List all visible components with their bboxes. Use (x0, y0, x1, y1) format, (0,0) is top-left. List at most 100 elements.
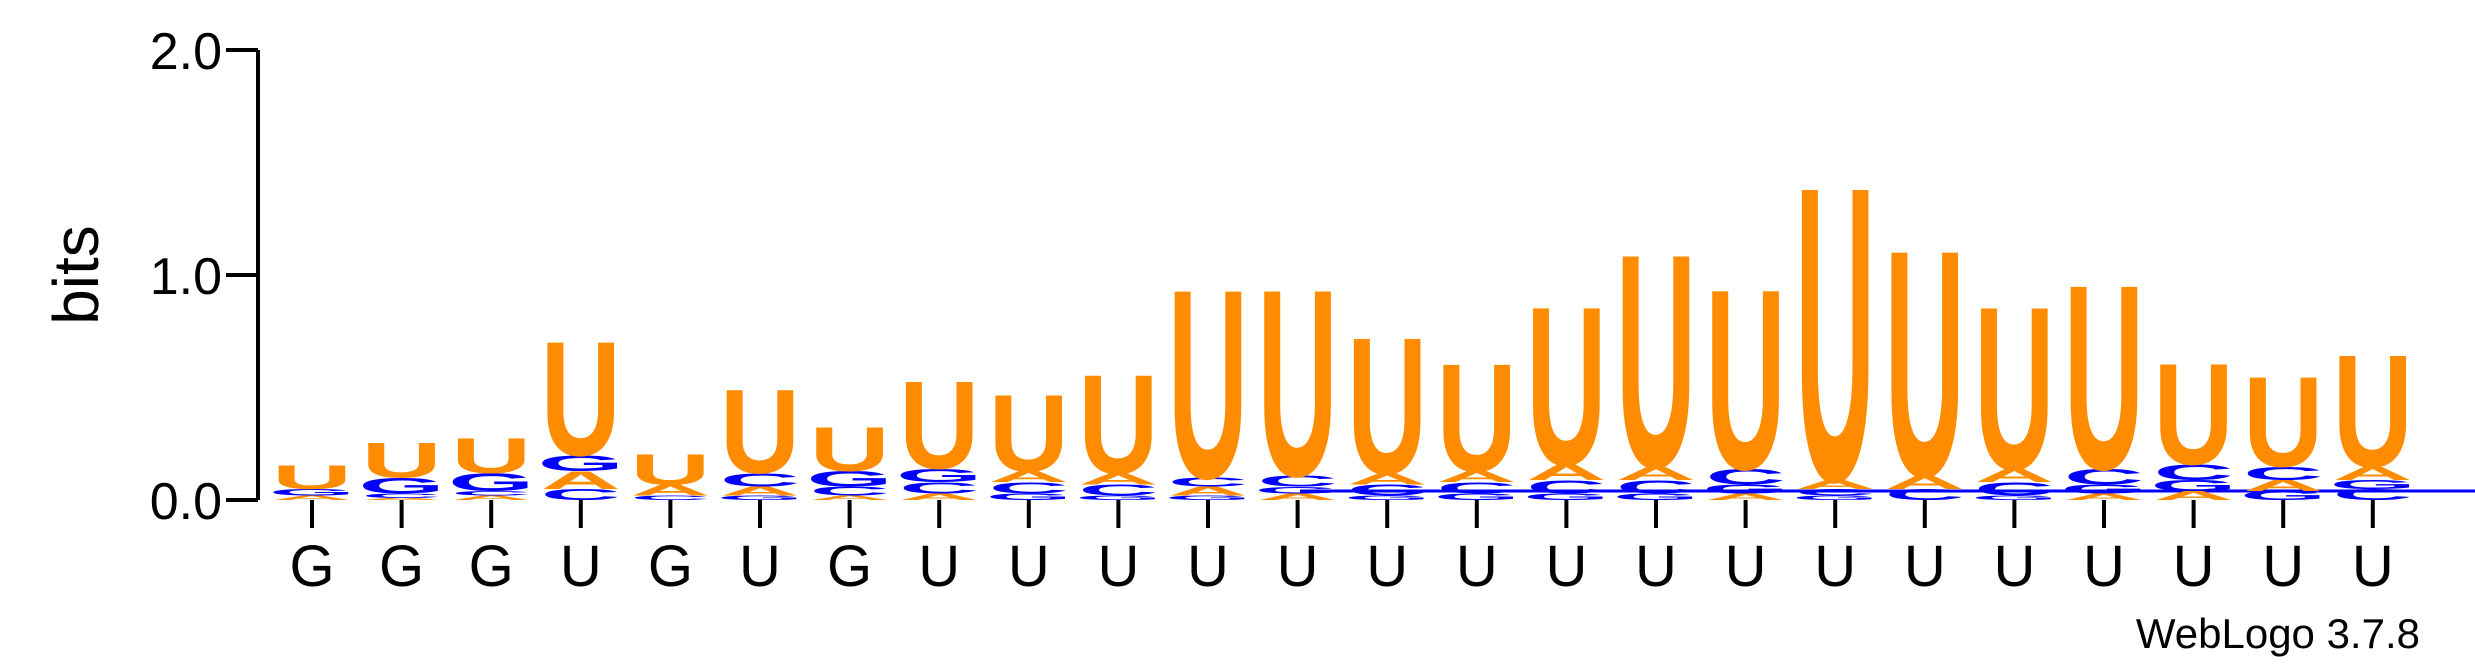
glyph-C-pos15-2: C (1526, 476, 1606, 497)
glyph-G-pos15-1: G (1523, 491, 1609, 502)
glyph-G-pos18-1: G (1792, 494, 1878, 501)
glyph-C-pos10-2: C (1078, 481, 1158, 499)
glyph-A-pos17-1: A (1706, 491, 1786, 502)
glyph-C-pos5-1: C (630, 494, 710, 501)
glyph-U-pos20-4: U (1974, 258, 2054, 518)
x-tick-label-9: U (1008, 534, 1050, 599)
glyph-U-pos15-4: U (1526, 260, 1606, 513)
glyph-A-pos7-1: A (810, 494, 890, 501)
x-tick-label-10: U (1097, 534, 1139, 599)
glyph-A-pos21-1: A (2064, 491, 2144, 502)
x-tick-label-2: G (379, 534, 424, 599)
glyph-U-pos1-3: U (272, 458, 352, 496)
glyph-A-pos9-3: A (989, 468, 1069, 486)
glyph-G-pos2-3: G (359, 473, 445, 498)
glyph-C-pos3-2: C (451, 490, 531, 497)
glyph-U-pos7-4: U (810, 414, 890, 484)
x-tick-label-5: G (648, 534, 693, 599)
glyph-G-pos23-1: G (2240, 489, 2326, 503)
glyph-U-pos16-4: U (1616, 190, 1696, 532)
y-tick-label-1: 1.0 (150, 248, 222, 306)
glyph-C-pos9-2: C (989, 479, 1069, 497)
x-tick-label-22: U (2173, 534, 2215, 599)
x-tick-label-1: G (289, 534, 334, 599)
glyph-G-pos13-1: G (1344, 494, 1430, 501)
glyph-C-pos12-3: C (1258, 472, 1338, 490)
glyph-U-pos14-4: U (1437, 333, 1517, 504)
glyph-U-pos17-4: U (1706, 236, 1786, 524)
glyph-A-pos4-2: A (541, 466, 621, 494)
glyph-A-pos5-2: A (630, 481, 710, 499)
y-axis-label: bits (40, 225, 112, 325)
x-tick-label-3: G (469, 534, 514, 599)
glyph-A-pos24-3: A (2333, 463, 2413, 484)
glyph-C-pos2-2: C (362, 492, 442, 499)
x-tick-label-15: U (1545, 534, 1587, 599)
x-tick-label-21: U (2083, 534, 2125, 599)
glyph-G-pos21-2: G (2061, 482, 2147, 496)
glyph-G-pos9-1: G (986, 491, 1072, 502)
glyph-A-pos10-3: A (1078, 470, 1158, 488)
x-tick-label-17: U (1725, 534, 1767, 599)
glyph-G-pos6-1: G (717, 494, 803, 501)
glyph-U-pos19-3: U (1885, 184, 1965, 545)
glyph-A-pos1-1: A (272, 494, 352, 501)
x-tick-label-24: U (2352, 534, 2394, 599)
glyph-C-pos20-2: C (1974, 478, 2054, 499)
glyph-U-pos18-4: U (1795, 100, 1875, 570)
x-tick-label-6: U (739, 534, 781, 599)
glyph-C-pos17-3: C (1706, 464, 1786, 489)
glyph-G-pos3-3: G (448, 468, 534, 496)
glyph-C-pos8-2: C (899, 479, 979, 497)
x-tick-label-20: U (1993, 534, 2035, 599)
glyph-A-pos2-1: A (362, 497, 442, 501)
glyph-G-pos17-2: G (1703, 482, 1789, 496)
glyph-A-pos11-2: A (1168, 484, 1248, 498)
glyph-U-pos13-4: U (1347, 297, 1427, 515)
glyph-U-pos5-3: U (630, 445, 710, 494)
glyph-A-pos18-3: A (1795, 477, 1875, 491)
glyph-C-pos11-3: C (1168, 475, 1248, 489)
glyph-U-pos11-4: U (1168, 233, 1248, 535)
glyph-G-pos4-3: G (538, 451, 624, 476)
glyph-U-pos12-4: U (1258, 235, 1338, 533)
glyph-C-pos23-3: C (2243, 463, 2323, 484)
x-tick-label-13: U (1366, 534, 1408, 599)
glyph-G-pos24-2: G (2330, 477, 2416, 491)
x-tick-label-16: U (1635, 534, 1677, 599)
glyph-U-pos8-4: U (899, 356, 979, 496)
glyph-G-pos16-1: G (1613, 491, 1699, 502)
y-tick-label-0: 0.0 (150, 473, 222, 531)
glyph-G-pos20-1: G (1971, 494, 2057, 501)
glyph-C-pos4-1: C (541, 486, 621, 504)
glyph-A-pos13-3: A (1347, 470, 1427, 488)
glyph-C-pos18-2: C (1795, 487, 1875, 498)
glyph-U-pos3-4: U (451, 428, 531, 484)
glyph-U-pos23-4: U (2243, 350, 2323, 494)
glyph-A-pos23-2: A (2243, 477, 2323, 495)
x-tick-label-7: G (827, 534, 872, 599)
x-tick-label-18: U (1814, 534, 1856, 599)
glyph-G-pos12-2: G (1255, 485, 1341, 496)
glyph-U-pos4-4: U (541, 308, 621, 491)
x-tick-label-8: U (918, 534, 960, 599)
weblogo-credit: WebLogo 3.7.8 (2136, 610, 2420, 657)
x-tick-label-4: U (560, 534, 602, 599)
glyph-G-pos22-2: G (2151, 477, 2237, 495)
glyph-C-pos22-3: C (2154, 460, 2234, 485)
glyph-U-pos6-4: U (720, 366, 800, 499)
glyph-C-pos19-1: C (1885, 486, 1965, 504)
glyph-U-pos10-4: U (1078, 345, 1158, 503)
glyph-U-pos22-4: U (2154, 334, 2234, 496)
glyph-A-pos20-3: A (1974, 465, 2054, 486)
glyph-A-pos16-3: A (1616, 463, 1696, 484)
glyph-A-pos22-1: A (2154, 489, 2234, 503)
x-tick-label-14: U (1456, 534, 1498, 599)
x-tick-label-23: U (2262, 534, 2304, 599)
glyph-A-pos15-3: A (1526, 460, 1606, 485)
glyph-G-pos7-3: G (807, 467, 893, 492)
glyph-U-pos9-4: U (989, 372, 1069, 495)
